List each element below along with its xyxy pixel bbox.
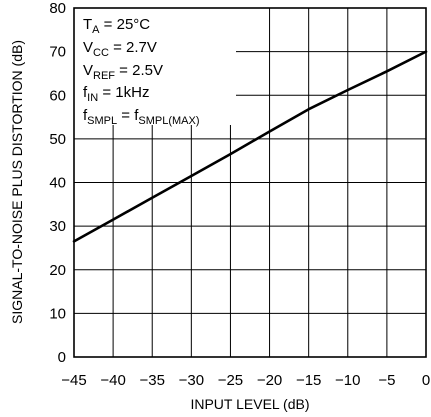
- x-tick-label: −35: [139, 372, 164, 389]
- x-axis-title: INPUT LEVEL (dB): [190, 396, 309, 412]
- y-tick-label: 0: [58, 349, 66, 366]
- x-tick-label: −20: [257, 372, 282, 389]
- x-tick-label: −45: [61, 372, 86, 389]
- annotation-line: TA = 25°C: [83, 16, 150, 36]
- x-tick-label: −10: [335, 372, 360, 389]
- y-tick-labels: 0 10 20 30 40 50 60 70 80: [49, 0, 66, 366]
- y-tick-label: 60: [49, 87, 66, 104]
- series-layer: [72, 50, 428, 243]
- annotation-line: VCC = 2.7V: [83, 39, 157, 59]
- grid: [74, 8, 426, 357]
- snr-curve: [72, 50, 428, 243]
- annotation-line: VREF = 2.5V: [83, 62, 163, 82]
- y-tick-label: 10: [49, 305, 66, 322]
- y-tick-label: 50: [49, 131, 66, 148]
- x-tick-label: 0: [422, 372, 430, 389]
- x-tick-label: −30: [179, 372, 204, 389]
- y-tick-label: 80: [49, 0, 66, 17]
- x-tick-label: −40: [100, 372, 125, 389]
- x-tick-label: −25: [218, 372, 243, 389]
- plot-frame: [73, 7, 427, 358]
- y-axis-title: SIGNAL-TO-NOISE PLUS DISTORTION (dB): [9, 40, 25, 324]
- y-tick-label: 40: [49, 175, 66, 192]
- y-tick-label: 30: [49, 218, 66, 235]
- annotation-line: fSMPL = fSMPL(MAX): [83, 107, 200, 127]
- annotation-line: fIN = 1kHz: [83, 84, 149, 104]
- x-tick-label: −5: [378, 372, 395, 389]
- x-tick-labels: −45 −40 −35 −30 −25 −20 −15 −10 −5 0: [61, 372, 430, 389]
- x-tick-label: −15: [296, 372, 321, 389]
- y-tick-label: 70: [49, 44, 66, 61]
- y-tick-label: 20: [49, 262, 66, 279]
